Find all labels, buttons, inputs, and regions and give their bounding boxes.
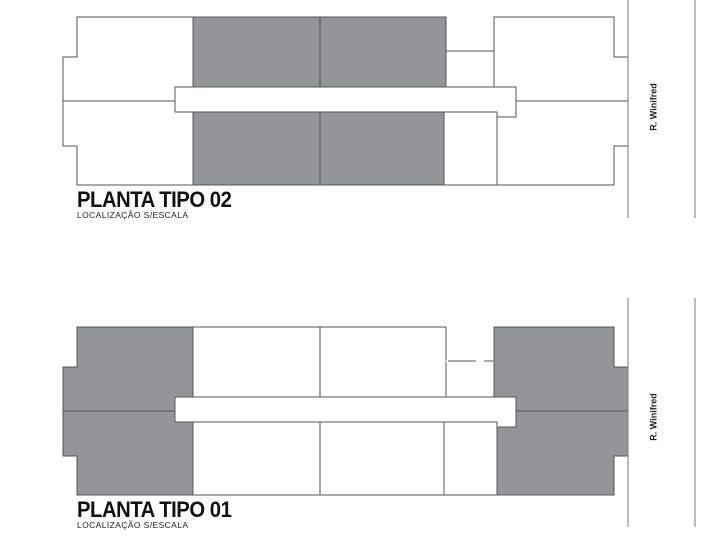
corridor [174, 86, 517, 118]
street-label-tipo-01: R. Winifred [648, 393, 659, 441]
service-area-top [445, 50, 495, 88]
unit-center-top-right [319, 326, 447, 398]
unit-center-bottom-left [192, 421, 321, 496]
unit-center-bottom-right [319, 111, 445, 186]
unit-center-bottom-left [192, 111, 321, 186]
unit-left-top [62, 16, 194, 102]
street-label-tipo-02: R. Winifred [648, 83, 659, 131]
plan-subtitle-tipo-02: LOCALIZAÇÃO S/ESCALA [77, 210, 189, 220]
plan-title-tipo-01: PLANTA TIPO 01 [77, 497, 232, 522]
service-area-bottom [443, 421, 498, 496]
corridor [174, 396, 517, 428]
unit-right-bottom [496, 100, 629, 186]
unit-center-top-right [319, 16, 447, 88]
unit-left-top [62, 326, 194, 412]
unit-left-bottom [62, 100, 194, 186]
service-area-bottom [443, 111, 498, 186]
unit-center-bottom-right [319, 421, 445, 496]
unit-center-top-left [192, 326, 321, 398]
plan-title-tipo-02: PLANTA TIPO 02 [77, 187, 232, 212]
plan-subtitle-tipo-01: LOCALIZAÇÃO S/ESCALA [77, 520, 189, 530]
service-area-top [445, 360, 495, 398]
unit-left-bottom [62, 410, 194, 496]
unit-center-top-left [192, 16, 321, 88]
unit-right-bottom [496, 410, 629, 496]
